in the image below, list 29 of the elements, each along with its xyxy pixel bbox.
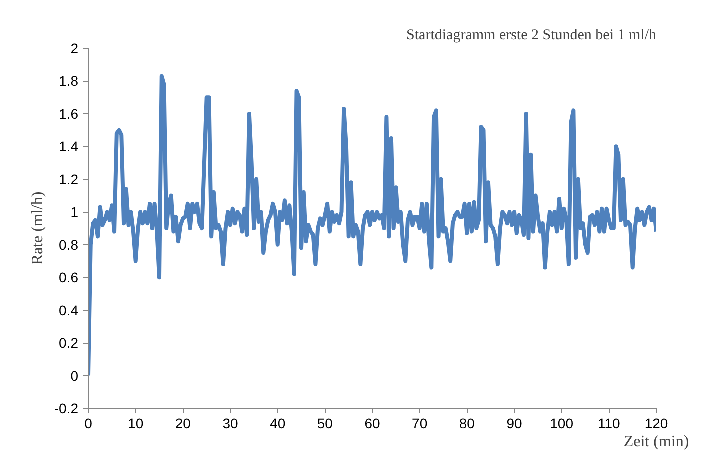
x-tick-label: 120 — [644, 416, 668, 432]
x-tick-label: 70 — [412, 416, 428, 432]
x-tick-label: 50 — [317, 416, 334, 432]
y-tick-label: 0.4 — [59, 302, 79, 318]
x-tick-label: 10 — [128, 416, 144, 432]
y-tick-label: 1.6 — [59, 106, 79, 122]
x-axis-title: Zeit (min) — [624, 434, 690, 450]
y-tick-label: -0.2 — [54, 400, 79, 416]
y-tick-label: 2 — [70, 40, 79, 56]
x-tick-label: 90 — [506, 416, 522, 432]
x-tick-label: 40 — [270, 416, 286, 432]
y-tick-label: 1.4 — [59, 138, 79, 155]
y-tick-label: 0.2 — [59, 335, 79, 352]
x-tick-label: 110 — [598, 416, 621, 432]
y-tick-label: 1 — [70, 204, 79, 220]
y-tick-label: 0.8 — [59, 236, 79, 253]
y-axis-title: Rate (ml/h) — [29, 192, 46, 266]
line-series — [88, 74, 656, 378]
y-tick-label: 0 — [70, 368, 79, 384]
x-tick-label: 0 — [84, 416, 93, 432]
x-tick-label: 30 — [222, 416, 238, 432]
y-tick-label: 0.6 — [59, 270, 79, 286]
y-tick-label: 1.2 — [59, 171, 79, 188]
x-tick-label: 100 — [550, 416, 574, 432]
y-tick-label: 1.8 — [59, 73, 79, 90]
x-tick-label: 80 — [459, 416, 476, 432]
chart-title: Startdiagramm erste 2 Stunden bei 1 ml/h — [406, 28, 657, 44]
x-tick-label: 20 — [175, 416, 192, 432]
x-tick-label: 60 — [364, 416, 380, 432]
